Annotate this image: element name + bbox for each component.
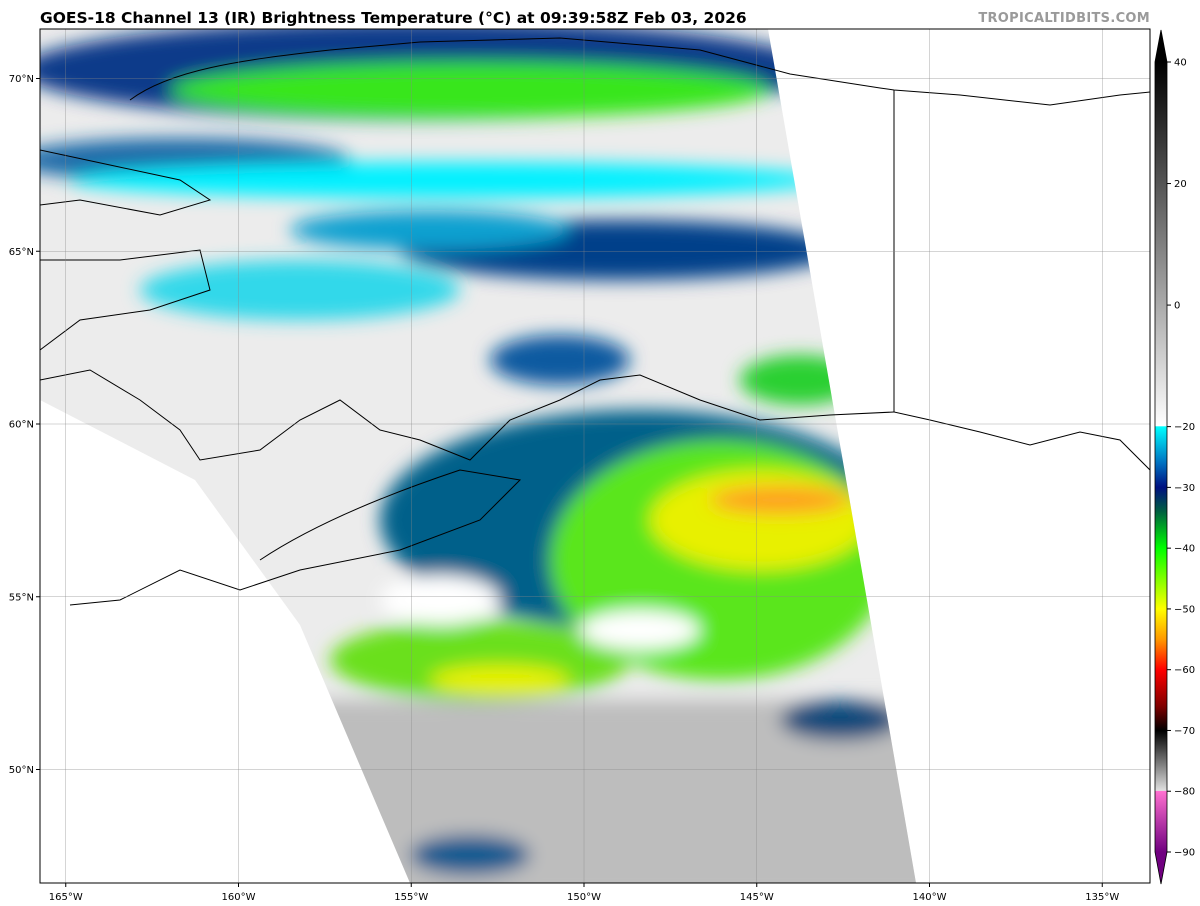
gridlines — [40, 29, 1150, 883]
latitude-axis: 70°N 65°N 60°N 55°N 50°N — [9, 74, 40, 776]
colorbar-ticks: 40 20 0 −20 −30 −40 −50 −60 −70 −80 −90 — [1167, 58, 1195, 859]
lon-tick-label: 150°W — [567, 892, 601, 903]
lat-tick-label: 55°N — [9, 592, 34, 603]
coastlines — [40, 37, 1150, 606]
watermark: TROPICALTIDBITS.COM — [978, 11, 1150, 26]
colorbar: 40 20 0 −20 −30 −40 −50 −60 −70 −80 −90 — [1154, 29, 1195, 885]
lon-tick-label: 165°W — [49, 892, 83, 903]
colorbar-tick-label: −90 — [1174, 848, 1195, 859]
lon-tick-label: 155°W — [394, 892, 428, 903]
lon-tick-label: 135°W — [1085, 892, 1119, 903]
colorbar-tick-label: 0 — [1174, 301, 1180, 312]
lon-tick-label: 140°W — [913, 892, 947, 903]
map-frame — [39, 28, 1151, 884]
longitude-axis: 165°W 160°W 155°W 150°W 145°W 140°W 135°W — [49, 883, 1119, 903]
chart-title: GOES-18 Channel 13 (IR) Brightness Tempe… — [40, 9, 747, 27]
colorbar-tick-label: −60 — [1174, 665, 1195, 676]
map-area — [40, 29, 1150, 883]
lat-tick-label: 50°N — [9, 765, 34, 776]
colorbar-bar — [1154, 29, 1168, 885]
lat-tick-label: 65°N — [9, 247, 34, 258]
colorbar-tick-label: −70 — [1174, 726, 1195, 737]
lat-tick-label: 70°N — [9, 74, 34, 85]
lon-tick-label: 145°W — [740, 892, 774, 903]
lon-tick-label: 160°W — [222, 892, 256, 903]
colorbar-tick-label: 20 — [1174, 179, 1187, 190]
colorbar-tick-label: −80 — [1174, 787, 1195, 798]
colorbar-tick-label: −20 — [1174, 422, 1195, 433]
ir-satellite-swath — [40, 29, 916, 883]
colorbar-tick-label: −30 — [1174, 483, 1195, 494]
colorbar-tick-label: 40 — [1174, 58, 1187, 69]
lat-tick-label: 60°N — [9, 420, 34, 431]
colorbar-tick-label: −50 — [1174, 604, 1195, 615]
colorbar-tick-label: −40 — [1174, 544, 1195, 555]
